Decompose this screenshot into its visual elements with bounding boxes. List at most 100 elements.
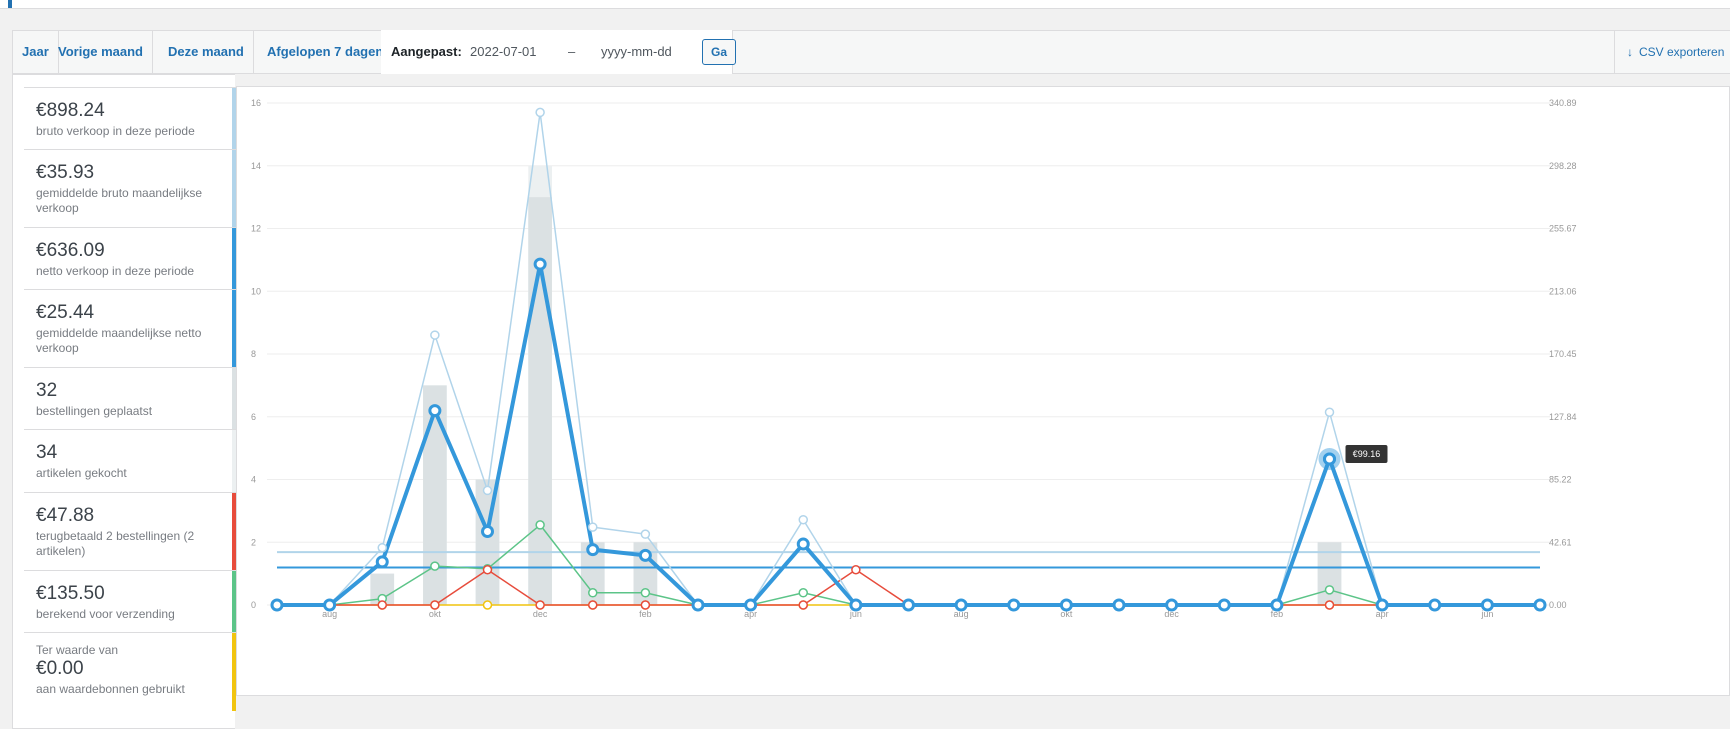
series-point [1480, 598, 1494, 612]
series-point [1428, 598, 1442, 612]
range-last-7-days[interactable]: Afgelopen 7 dagen [258, 31, 394, 73]
series-point [1165, 598, 1179, 612]
legend-description: gemiddelde bruto maandelijkse verkoop [36, 186, 203, 215]
series-point [1270, 598, 1284, 612]
series-point [430, 561, 440, 571]
series-point [1533, 598, 1547, 612]
legend-description: terugbetaald 2 bestellingen (2 artikelen… [36, 529, 195, 558]
tooltip-label: €99.16 [1353, 449, 1381, 459]
legend-amount: €135.50 [36, 583, 105, 604]
series-point [798, 600, 808, 610]
series-point [1324, 407, 1335, 417]
custom-range: Aangepast: 2022-07-01 – yyyy-mm-dd Ga [381, 30, 736, 74]
series-point [482, 600, 493, 610]
legend-refunded[interactable]: €47.88 terugbetaald 2 bestellingen (2 ar… [24, 492, 236, 570]
legend-amount: €0.00 [36, 658, 84, 679]
csv-export-button[interactable]: ↓ CSV exporteren [1614, 31, 1730, 73]
legend-color-bar [232, 493, 236, 570]
series-line [277, 524, 1540, 606]
legend-description: bruto verkoop in deze periode [36, 124, 195, 138]
series-point [535, 107, 545, 118]
series-point [954, 598, 968, 612]
y-right-tick-label: 0.00 [1549, 600, 1567, 610]
csv-export-label: CSV exporteren [1639, 45, 1725, 59]
legend-gross-sales[interactable]: €898.24 bruto verkoop in deze periode [24, 87, 236, 149]
legend-net-sales[interactable]: €636.09 netto verkoop in deze periode [24, 227, 236, 289]
series-point [1112, 598, 1126, 612]
legend-color-bar [232, 571, 236, 632]
legend-color-bar [232, 430, 236, 492]
x-tick-label: feb [639, 609, 652, 619]
legend-color-bar [232, 290, 236, 367]
range-last-month[interactable]: Vorige maand [49, 31, 154, 73]
legend-color-bar [232, 88, 236, 149]
x-tick-label: aug [322, 609, 337, 619]
legend-description: netto verkoop in deze periode [36, 264, 195, 278]
series-point [482, 485, 493, 496]
range-this-month[interactable]: Deze maand [159, 31, 254, 73]
legend-description: gemiddelde maandelijkse netto verkoop [36, 326, 202, 355]
x-tick-label: okt [429, 609, 442, 619]
notice-accent [8, 0, 12, 8]
y-left-tick-label: 8 [251, 349, 256, 359]
series-point [588, 522, 598, 532]
legend-description: berekend voor verzending [36, 607, 175, 621]
date-separator: – [568, 44, 576, 59]
legend-avg-gross-sales[interactable]: €35.93 gemiddelde bruto maandelijkse ver… [24, 149, 236, 227]
legend-amount: €25.44 [36, 302, 95, 323]
y-right-tick-label: 213.06 [1549, 286, 1577, 296]
series-point [902, 598, 915, 612]
orders-bar [423, 385, 447, 605]
series-line [277, 262, 1540, 607]
y-right-tick-label: 170.45 [1549, 349, 1577, 359]
legend-amount: €898.24 [36, 100, 105, 121]
legend-shipping[interactable]: €135.50 berekend voor verzending [24, 570, 236, 632]
y-right-tick-label: 298.28 [1549, 161, 1577, 171]
custom-range-label: Aangepast: [391, 44, 462, 59]
series-point [638, 548, 652, 562]
y-right-tick-label: 340.89 [1549, 98, 1577, 108]
x-tick-label: aug [954, 609, 969, 619]
x-tick-label: apr [744, 609, 757, 619]
legend-coupons[interactable]: Ter waarde van €0.00 aan waardebonnen ge… [24, 632, 236, 711]
series-point [428, 404, 442, 418]
legend-orders-placed[interactable]: 32 bestellingen geplaatst [24, 367, 236, 429]
x-tick-label: jun [849, 609, 862, 619]
y-left-tick-label: 12 [251, 224, 261, 234]
series-point [533, 257, 547, 271]
series-point [640, 600, 651, 610]
series-point [1324, 585, 1335, 595]
y-left-tick-label: 14 [251, 161, 261, 171]
date-range-filter-bar: Jaar Vorige maand Deze maand Afgelopen 7… [12, 30, 1730, 74]
legend-amount: 34 [36, 442, 58, 463]
legend-color-bar [232, 150, 236, 227]
series-point [640, 529, 651, 539]
series-point [270, 598, 284, 612]
legend-items-purchased[interactable]: 34 artikelen gekocht [24, 429, 236, 492]
series-point [588, 588, 598, 598]
series-point [586, 543, 600, 557]
series-point [798, 514, 808, 525]
legend-amount: €35.93 [36, 162, 95, 183]
series-point [375, 555, 389, 569]
series-point [1375, 598, 1389, 612]
series-point [744, 598, 758, 612]
start-date-input[interactable]: 2022-07-01 [470, 44, 537, 59]
x-tick-label: dec [1164, 609, 1179, 619]
y-left-tick-label: 0 [251, 600, 256, 610]
series-point [798, 588, 808, 598]
range-year[interactable]: Jaar [13, 31, 59, 73]
y-left-tick-label: 6 [251, 412, 256, 422]
series-point [377, 542, 387, 553]
x-tick-label: jun [1480, 609, 1493, 619]
go-button[interactable]: Ga [702, 39, 736, 65]
series-point [1059, 598, 1073, 612]
x-tick-label: feb [1271, 609, 1284, 619]
y-right-tick-label: 85.22 [1549, 475, 1572, 485]
end-date-input[interactable]: yyyy-mm-dd [601, 44, 672, 59]
legend-avg-net-sales[interactable]: €25.44 gemiddelde maandelijkse netto ver… [24, 289, 236, 367]
y-right-tick-label: 42.61 [1549, 537, 1572, 547]
orders-bar [1317, 542, 1342, 605]
chart-panel: 0 0.00 2 42.61 4 85.22 6 127.84 8 170.45 10 213.06 1… [236, 86, 1730, 696]
y-left-tick-label: 2 [251, 537, 256, 547]
